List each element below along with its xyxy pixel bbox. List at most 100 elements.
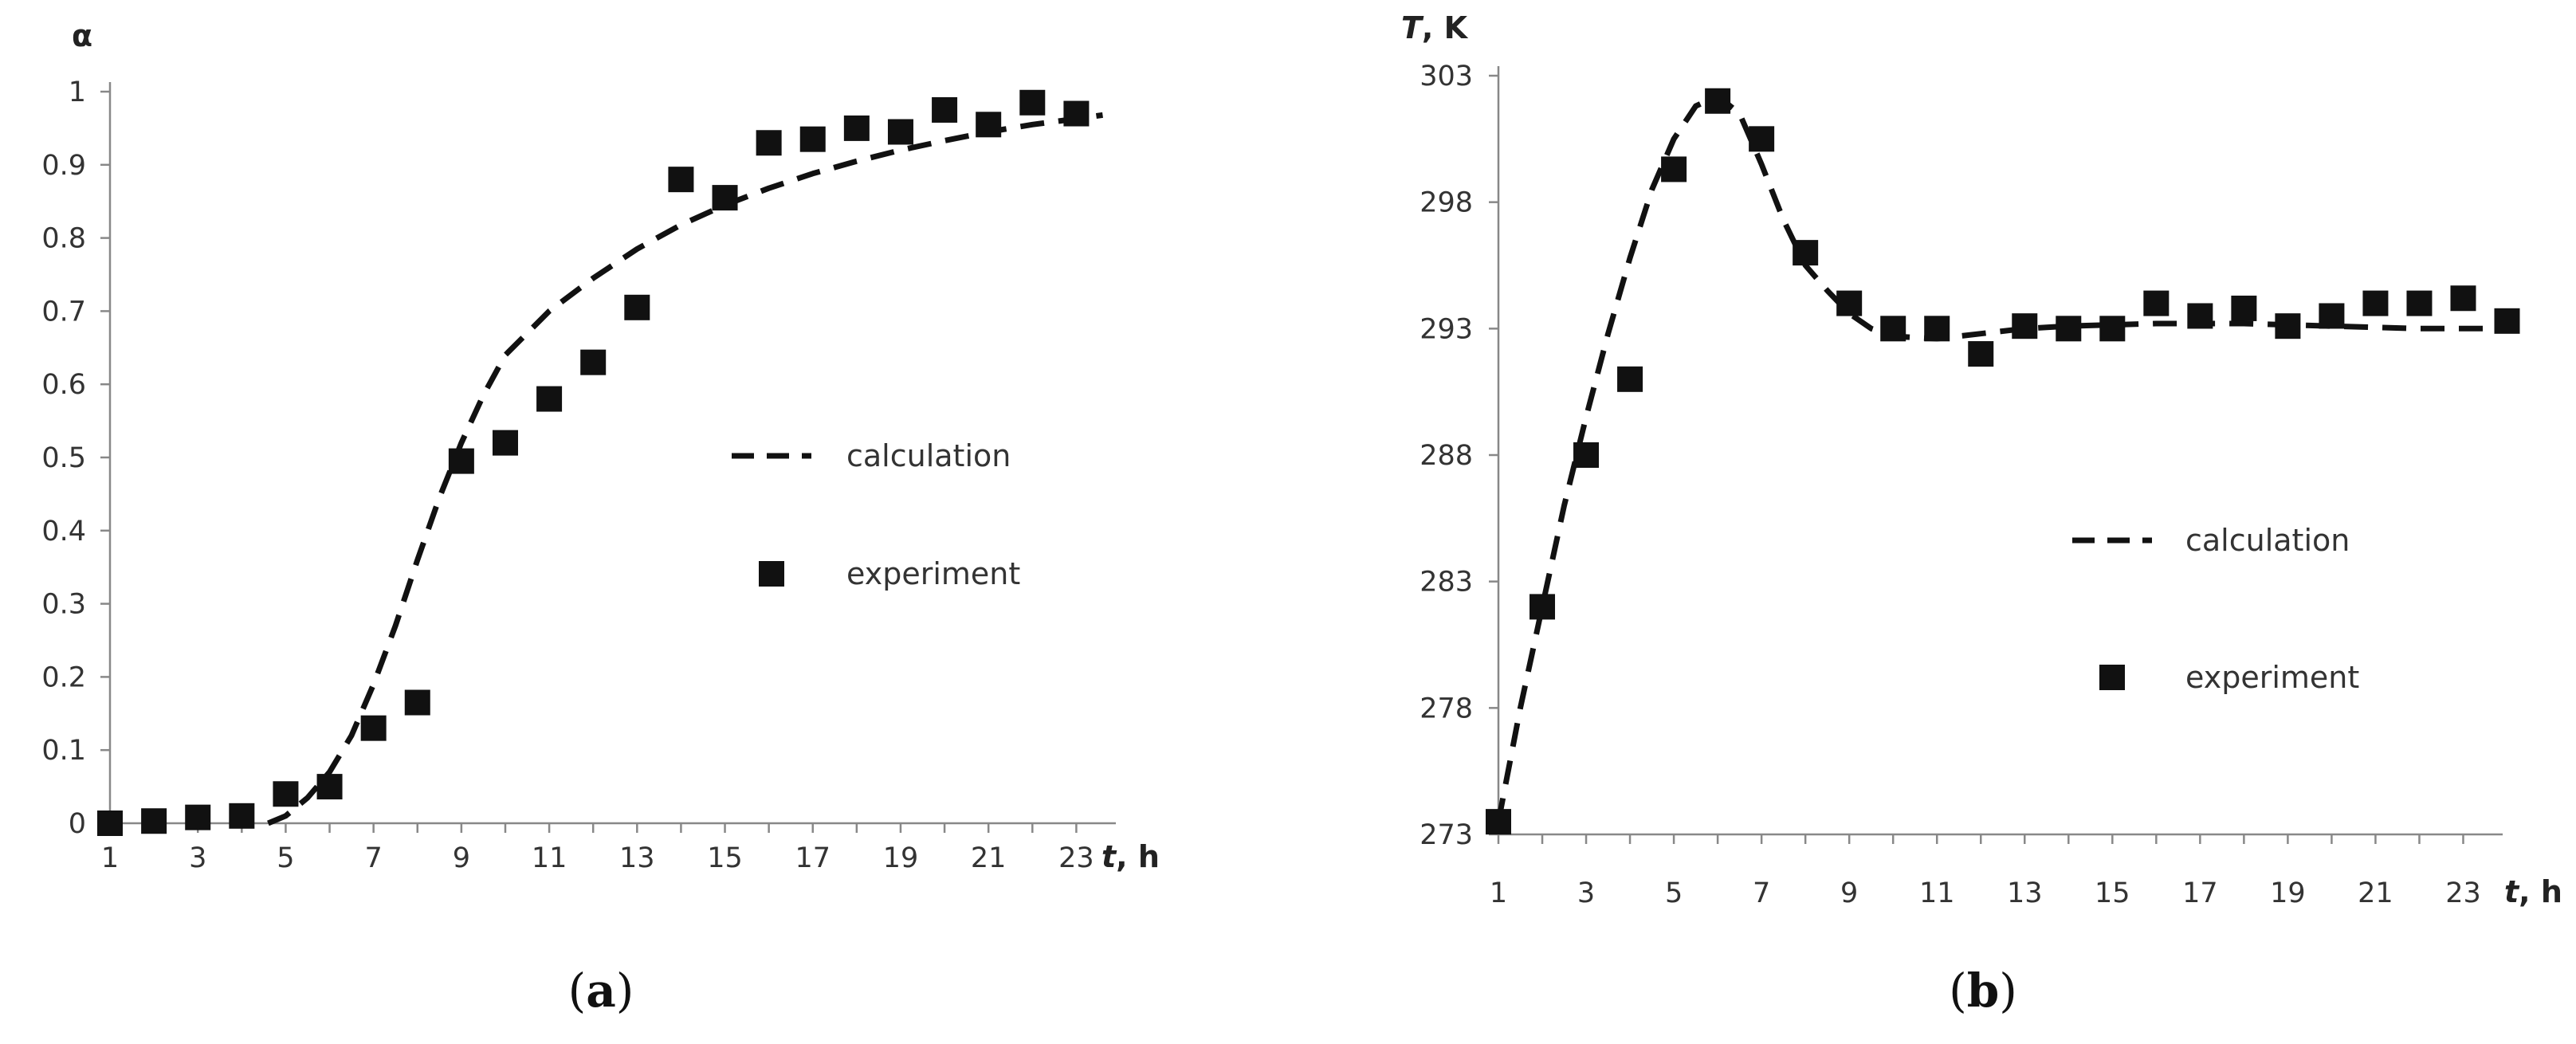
y-axis-title-italic: T xyxy=(1401,10,1424,45)
x-tick-label: 5 xyxy=(277,842,294,874)
y-axis-title: α xyxy=(72,18,92,53)
data-point-experiment xyxy=(492,430,518,456)
data-point-experiment xyxy=(2319,303,2345,329)
x-tick-label: 3 xyxy=(189,842,206,874)
y-axis-title: T, K xyxy=(1401,10,1469,45)
series-line-calculation xyxy=(1495,92,2490,822)
x-tick-label: 11 xyxy=(532,842,567,874)
data-point-experiment xyxy=(536,386,563,412)
y-tick-label: 0.8 xyxy=(41,223,86,255)
data-point-experiment xyxy=(1749,126,1775,152)
data-point-experiment xyxy=(2187,303,2213,329)
x-tick-label: 7 xyxy=(1753,877,1770,909)
y-tick-label: 0.5 xyxy=(41,442,86,474)
data-point-experiment xyxy=(580,349,607,375)
panel-caption: (b) xyxy=(1949,964,2017,1018)
x-axis-title-italic: t xyxy=(2504,874,2520,909)
data-point-experiment xyxy=(2056,316,2082,342)
x-tick-label: 15 xyxy=(2095,877,2130,909)
data-point-experiment xyxy=(1486,809,1511,835)
x-tick-label: 1 xyxy=(101,842,119,874)
legend-label-experiment: experiment xyxy=(2185,660,2359,695)
x-tick-label: 21 xyxy=(971,842,1007,874)
data-point-experiment xyxy=(1968,341,1994,367)
y-tick-label: 0.6 xyxy=(41,369,86,401)
data-point-experiment xyxy=(273,781,299,807)
caption-letter: a xyxy=(586,964,616,1018)
legend-label-calculation: calculation xyxy=(2185,523,2350,558)
x-axis-title-unit: , h xyxy=(2519,874,2562,909)
data-point-experiment xyxy=(2406,290,2433,316)
legend-marker-swatch xyxy=(759,561,784,587)
x-tick-label: 23 xyxy=(2445,877,2481,909)
y-tick-label: 0.3 xyxy=(41,589,86,621)
y-tick-label: 293 xyxy=(1420,313,1473,345)
data-point-experiment xyxy=(2362,290,2389,316)
data-point-experiment xyxy=(2099,316,2126,342)
data-point-experiment xyxy=(2143,290,2170,316)
panel-caption: (a) xyxy=(568,964,634,1018)
x-tick-label: 9 xyxy=(1840,877,1858,909)
data-point-experiment xyxy=(1793,240,1819,266)
data-point-experiment xyxy=(448,448,474,474)
caption-close-paren: ) xyxy=(616,964,634,1018)
data-point-experiment xyxy=(1880,316,1906,342)
data-point-experiment xyxy=(976,112,1002,138)
x-tick-label: 1 xyxy=(1490,877,1507,909)
x-tick-label: 15 xyxy=(707,842,743,874)
y-tick-label: 0.1 xyxy=(41,735,86,767)
chart-panel-a: 00.10.20.30.40.50.60.70.80.911 3 5 7 9 11 13 15… xyxy=(41,18,1160,1018)
x-tick-label: 5 xyxy=(1665,877,1683,909)
data-point-experiment xyxy=(1705,88,1731,114)
data-point-experiment xyxy=(624,294,650,320)
y-tick-label: 283 xyxy=(1420,567,1473,599)
x-tick-label: 7 xyxy=(365,842,383,874)
x-tick-label: 19 xyxy=(2270,877,2306,909)
data-point-experiment xyxy=(799,126,826,152)
data-point-experiment xyxy=(316,774,343,800)
data-point-experiment xyxy=(668,167,694,193)
data-point-experiment xyxy=(2012,313,2038,339)
y-tick-label: 0 xyxy=(69,808,86,840)
data-point-experiment xyxy=(2494,308,2520,334)
caption-letter: b xyxy=(1967,964,2000,1018)
x-tick-label: 13 xyxy=(2007,877,2043,909)
y-axis-title-unit: , K xyxy=(1422,10,1469,45)
legend-marker-swatch xyxy=(2099,665,2125,690)
data-point-experiment xyxy=(887,119,913,145)
data-point-experiment xyxy=(229,803,255,829)
y-tick-label: 278 xyxy=(1420,693,1473,724)
x-axis-title-unit: , h xyxy=(1116,839,1160,874)
y-tick-label: 288 xyxy=(1420,440,1473,472)
series-line-calculation xyxy=(267,112,1103,826)
y-tick-label: 1 xyxy=(69,77,86,108)
data-point-experiment xyxy=(141,808,167,834)
data-point-experiment xyxy=(185,804,211,830)
x-axis-title: t, h xyxy=(1101,839,1160,874)
x-tick-label: 21 xyxy=(2358,877,2393,909)
data-point-experiment xyxy=(1063,100,1090,127)
x-tick-label: 17 xyxy=(795,842,831,874)
x-tick-label: 19 xyxy=(883,842,919,874)
x-tick-label: 13 xyxy=(619,842,655,874)
caption-open-paren: ( xyxy=(568,964,587,1018)
data-point-experiment xyxy=(843,115,870,141)
data-point-experiment xyxy=(1836,290,1863,316)
legend-label-experiment: experiment xyxy=(846,556,1020,591)
data-point-experiment xyxy=(1019,89,1046,116)
legend-label-calculation: calculation xyxy=(846,438,1011,473)
x-tick-label: 17 xyxy=(2182,877,2218,909)
x-tick-label: 23 xyxy=(1058,842,1094,874)
data-point-experiment xyxy=(756,130,782,156)
data-point-experiment xyxy=(2231,295,2257,321)
caption-close-paren: ) xyxy=(1999,964,2017,1018)
x-axis-title: t, h xyxy=(2504,874,2562,909)
x-axis-title-italic: t xyxy=(1101,839,1117,874)
data-point-experiment xyxy=(2275,313,2301,339)
data-point-experiment xyxy=(360,715,387,741)
data-point-experiment xyxy=(712,185,738,211)
data-point-experiment xyxy=(1617,366,1643,392)
y-tick-label: 273 xyxy=(1420,819,1473,851)
